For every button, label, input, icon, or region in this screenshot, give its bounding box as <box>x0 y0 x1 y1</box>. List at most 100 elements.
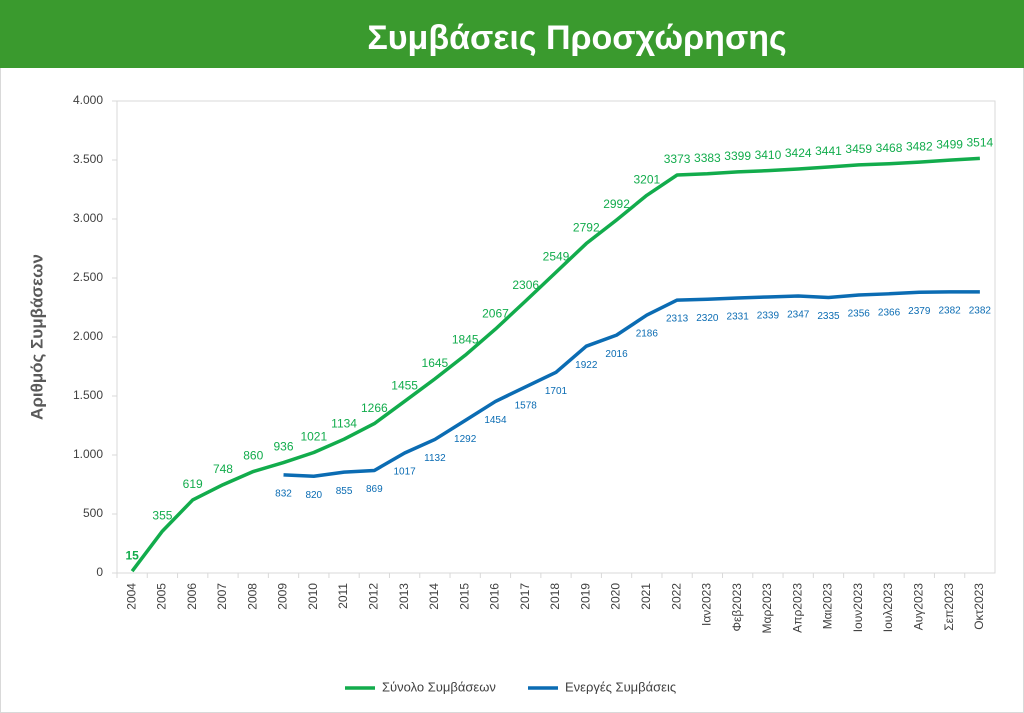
data-label: 3373 <box>664 152 691 166</box>
data-label: 2382 <box>938 306 961 317</box>
x-tick-label: 2019 <box>578 583 592 610</box>
x-tick-label: Αυγ2023 <box>911 583 925 631</box>
data-label: 855 <box>336 486 353 497</box>
y-tick-label: 2.500 <box>73 270 103 284</box>
data-label: 2067 <box>482 306 509 320</box>
data-label: 1292 <box>454 434 477 445</box>
data-label: 748 <box>213 462 233 476</box>
data-label: 1021 <box>300 430 327 444</box>
x-tick-label: 2011 <box>336 583 350 609</box>
x-tick-label: Ιουλ2023 <box>881 583 895 633</box>
y-tick-label: 0 <box>96 565 103 579</box>
series-line <box>283 290 980 478</box>
data-label: 1266 <box>361 401 388 415</box>
data-label: 1454 <box>484 415 507 426</box>
data-label: 1578 <box>515 400 538 411</box>
data-label: 2366 <box>878 307 901 318</box>
x-tick-label: Φεβ2023 <box>730 583 744 632</box>
y-tick-label: 2.000 <box>73 329 103 343</box>
x-tick-label: 2020 <box>609 583 623 610</box>
data-label: 2549 <box>543 249 570 263</box>
data-label: 619 <box>183 477 203 491</box>
y-tick-label: 3.500 <box>73 152 103 166</box>
data-label: 2016 <box>605 349 628 360</box>
data-label: 3482 <box>906 139 933 153</box>
x-tick-label: 2008 <box>245 583 259 610</box>
x-tick-label: 2005 <box>155 583 169 610</box>
data-label: 2347 <box>787 310 810 321</box>
data-label: 3399 <box>724 149 751 163</box>
data-label: 936 <box>274 440 294 454</box>
y-tick-label: 1.500 <box>73 388 103 402</box>
data-label: 1132 <box>424 453 446 464</box>
x-tick-label: 2015 <box>457 583 471 610</box>
data-label: 3410 <box>755 148 782 162</box>
x-tick-label: 2010 <box>306 583 320 610</box>
data-label: 820 <box>305 490 322 501</box>
y-tick-label: 4.000 <box>73 93 103 107</box>
data-label: 1645 <box>422 356 449 370</box>
data-label: 1701 <box>545 386 568 397</box>
data-label: 2320 <box>696 313 719 324</box>
x-tick-label: Μαρ2023 <box>760 583 774 634</box>
x-tick-label: Οκτ2023 <box>972 583 986 630</box>
x-tick-label: 2009 <box>276 583 290 610</box>
x-tick-label: 2014 <box>427 583 441 610</box>
data-label: 2379 <box>908 306 931 317</box>
data-label: 2331 <box>727 312 750 323</box>
data-label: 15 <box>125 548 139 562</box>
data-label: 2356 <box>848 309 871 320</box>
x-tick-label: Ιουν2023 <box>851 583 865 633</box>
legend-label: Ενεργές Συμβάσεις <box>565 679 676 694</box>
data-label: 355 <box>152 508 172 522</box>
data-label: 2382 <box>969 306 992 317</box>
x-tick-label: 2022 <box>669 583 683 610</box>
data-label: 1922 <box>575 360 598 371</box>
series-line <box>130 156 980 573</box>
data-label: 3441 <box>815 144 842 158</box>
header-bar <box>0 0 1024 68</box>
data-label: 1017 <box>393 467 416 478</box>
data-label: 3459 <box>845 142 872 156</box>
data-label: 2339 <box>757 311 780 322</box>
data-label: 1455 <box>391 378 418 392</box>
x-tick-label: 2016 <box>488 583 502 610</box>
data-label: 869 <box>366 484 383 495</box>
x-tick-label: 2007 <box>215 583 229 610</box>
legend-label: Σύνολο Συμβάσεων <box>382 679 496 694</box>
y-tick-label: 500 <box>83 506 103 520</box>
data-label: 3499 <box>936 137 963 151</box>
y-tick-label: 3.000 <box>73 211 103 225</box>
data-label: 3468 <box>876 141 903 155</box>
x-tick-label: 2013 <box>397 583 411 610</box>
data-label: 2792 <box>573 221 600 235</box>
x-tick-label: Απρ2023 <box>790 583 804 633</box>
data-label: 3383 <box>694 151 721 165</box>
data-label: 2992 <box>603 197 630 211</box>
data-label: 860 <box>243 449 263 463</box>
x-tick-label: 2018 <box>548 583 562 610</box>
data-label: 3424 <box>785 146 812 160</box>
data-label: 1134 <box>331 416 357 430</box>
x-tick-label: 2006 <box>185 583 199 610</box>
x-tick-label: Σεπ2023 <box>942 583 956 631</box>
data-label: 2186 <box>636 329 659 340</box>
data-label: 832 <box>275 488 292 499</box>
chart-title: Συμβάσεις Προσχώρησης <box>367 19 786 57</box>
x-tick-label: 2017 <box>518 583 532 610</box>
data-label: 3201 <box>633 172 660 186</box>
x-tick-label: 2004 <box>124 583 138 610</box>
data-label: 2306 <box>512 278 539 292</box>
x-tick-label: Μαι2023 <box>821 583 835 630</box>
data-label: 1845 <box>452 332 479 346</box>
data-label: 3514 <box>967 136 994 150</box>
x-tick-label: 2021 <box>639 583 653 610</box>
x-tick-label: Ιαν2023 <box>700 583 714 626</box>
x-tick-label: 2012 <box>367 583 381 610</box>
y-tick-label: 1.000 <box>73 447 103 461</box>
data-label: 2313 <box>666 314 689 325</box>
data-label: 2335 <box>817 311 840 322</box>
y-axis-label: Αριθμός Συμβάσεων <box>27 254 46 420</box>
